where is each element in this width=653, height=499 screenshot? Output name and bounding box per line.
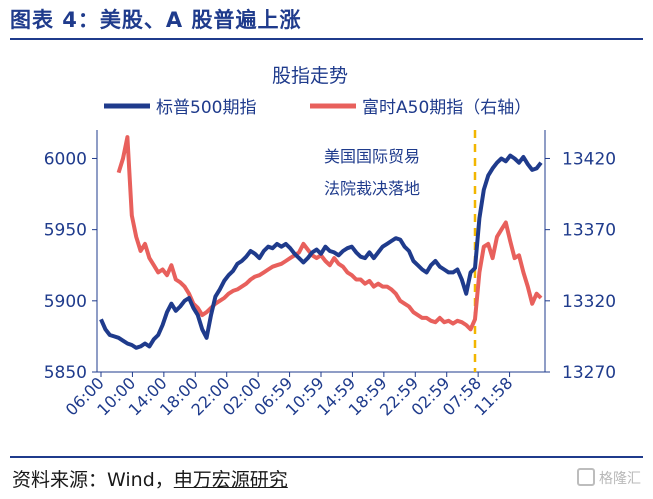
watermark-logo-icon <box>577 468 595 486</box>
legend: 标普500期指 富时A50期指（右轴） <box>104 98 531 118</box>
annotation-line: 法院裁决落地 <box>324 179 420 198</box>
left-y-tick-label: 5950 <box>44 221 87 241</box>
left-y-tick-label: 6000 <box>44 149 87 169</box>
right-y-tick-label: 13270 <box>562 363 616 383</box>
series-line-sp500 <box>99 153 543 350</box>
footer-divider <box>10 456 643 458</box>
left-y-axis: 5850 5900 5950 6000 <box>44 149 97 383</box>
right-y-tick-label: 13420 <box>562 149 616 169</box>
header-divider <box>10 38 643 40</box>
event-annotation: 美国国际贸易法院裁决落地 <box>324 147 420 198</box>
legend-label-sp500: 标普500期指 <box>156 98 256 118</box>
index-line-chart: 股指走势 标普500期指 富时A50期指（右轴） 5850 5900 5950 600… <box>44 65 616 419</box>
legend-label-a50: 富时A50期指（右轴） <box>362 98 531 118</box>
left-y-tick-label: 5850 <box>44 363 87 383</box>
source-note: 资料来源：Wind，申万宏源研究 <box>12 465 288 492</box>
chart-title: 股指走势 <box>272 65 348 87</box>
annotation-line: 美国国际贸易 <box>324 147 420 166</box>
source-org: 申万宏源研究 <box>173 469 288 491</box>
right-y-tick-label: 13320 <box>562 292 616 312</box>
left-y-tick-label: 5900 <box>44 292 87 312</box>
x-axis: 06:0010:0014:0018:0022:0002:0006:5910:59… <box>62 372 516 419</box>
source-prefix: 资料来源：Wind， <box>12 469 174 491</box>
watermark-text: 格隆汇 <box>599 471 641 487</box>
right-y-tick-label: 13370 <box>562 221 616 241</box>
watermark: 格隆汇 <box>577 468 641 488</box>
series-line-a50 <box>116 135 543 332</box>
page-title: 图表 4：美股、A 股普遍上涨 <box>10 8 302 32</box>
right-y-axis: 13270 13320 13370 13420 <box>545 149 616 383</box>
